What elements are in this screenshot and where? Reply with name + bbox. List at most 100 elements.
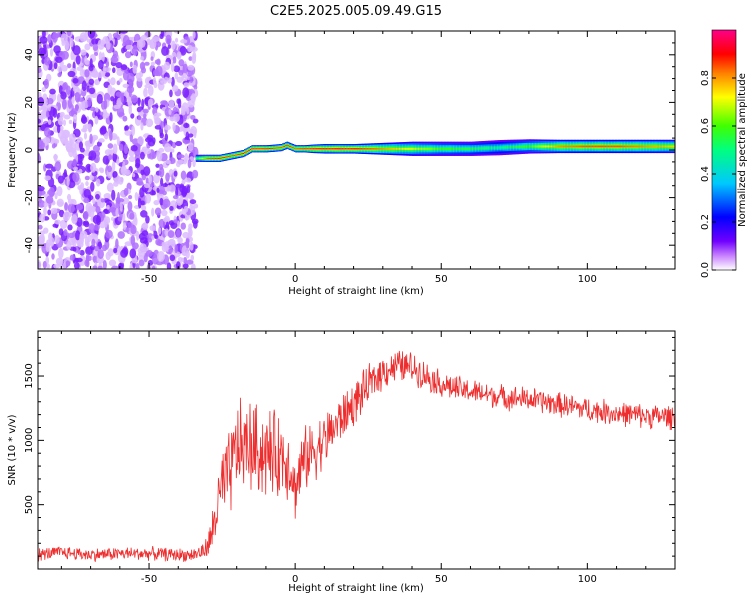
noise-speck — [53, 153, 58, 162]
noise-speck — [96, 256, 105, 264]
ridge-segment — [647, 145, 650, 148]
ridge-segment — [574, 145, 577, 148]
noise-speck — [185, 250, 190, 259]
noise-speck — [93, 223, 100, 231]
ridge-segment — [596, 145, 598, 148]
noise-speck — [187, 133, 194, 138]
noise-speck — [166, 262, 172, 269]
noise-speck — [180, 222, 187, 230]
noise-speck — [102, 259, 107, 269]
noise-speck — [77, 185, 81, 190]
noise-speck — [104, 149, 113, 156]
ridge-segment — [593, 145, 596, 148]
ridge-segment — [496, 146, 499, 149]
noise-speck — [113, 247, 118, 254]
spectrogram-ytick-label: -40 — [24, 237, 35, 253]
ridge-segment — [239, 153, 242, 155]
ridge-segment — [515, 145, 518, 148]
ridge-segment — [471, 147, 474, 150]
ridge-segment — [439, 147, 442, 150]
ridge-segment — [666, 145, 669, 148]
noise-speck — [165, 159, 171, 164]
ridge-segment — [616, 145, 619, 148]
ridge-segment — [587, 145, 590, 148]
ridge-segment — [468, 147, 471, 150]
noise-speck — [64, 201, 68, 211]
ridge-segment — [388, 147, 391, 150]
ridge-segment — [406, 147, 409, 150]
noise-speck — [69, 133, 76, 144]
ridge-segment — [403, 147, 406, 150]
ridge-segment — [362, 148, 365, 150]
noise-speck — [89, 106, 96, 112]
noise-speck — [181, 257, 185, 263]
ridge-segment — [498, 146, 501, 149]
ridge-segment — [656, 145, 658, 148]
noise-speck — [167, 77, 173, 84]
ridge-segment — [290, 146, 293, 148]
noise-speck — [85, 246, 93, 256]
noise-speck — [138, 38, 146, 49]
noise-speck — [103, 99, 108, 110]
noise-speck — [68, 119, 73, 125]
noise-speck — [182, 63, 188, 74]
noise-speck — [38, 234, 45, 245]
ridge-segment — [429, 147, 432, 150]
noise-speck — [39, 36, 48, 44]
ridge-segment — [284, 145, 287, 147]
noise-speck — [137, 115, 142, 121]
noise-speck — [63, 114, 71, 120]
noise-speck — [109, 112, 113, 123]
ridge-segment — [657, 145, 660, 148]
ridge-segment — [398, 147, 401, 150]
noise-speck — [165, 34, 172, 45]
noise-speck — [130, 224, 137, 235]
noise-speck — [96, 215, 101, 226]
ridge-segment — [365, 148, 368, 150]
noise-speck — [156, 151, 163, 162]
ridge-segment — [341, 148, 344, 150]
noise-speck — [168, 109, 172, 116]
noise-speck — [139, 187, 145, 198]
noise-speck — [107, 84, 113, 95]
noise-speck — [80, 182, 85, 190]
ridge-segment — [597, 145, 600, 148]
noise-speck — [53, 62, 58, 70]
ridge-segment — [264, 148, 267, 150]
ridge-segment — [321, 148, 324, 150]
ridge-segment — [229, 155, 232, 157]
noise-speck — [44, 175, 51, 181]
noise-speck — [140, 200, 145, 206]
ridge-segment — [374, 148, 376, 150]
ridge-segment — [337, 148, 340, 150]
ridge-segment — [536, 145, 539, 148]
ridge-segment — [432, 147, 435, 150]
ridge-segment — [454, 147, 457, 150]
ridge-segment — [511, 146, 514, 149]
noise-speck — [73, 166, 78, 171]
noise-speck — [67, 70, 76, 78]
ridge-segment — [631, 145, 634, 148]
noise-speck — [81, 80, 87, 92]
ridge-segment — [258, 148, 261, 150]
ridge-segment — [487, 147, 490, 150]
ridge-segment — [217, 157, 220, 159]
noise-speck — [135, 263, 140, 269]
ridge-segment — [333, 148, 335, 150]
noise-speck — [75, 203, 84, 211]
spectrogram-xtick-label: 0 — [292, 274, 298, 285]
spectrogram-ytick-label: -20 — [24, 189, 35, 205]
noise-speck — [127, 201, 133, 212]
noise-speck — [38, 224, 43, 230]
noise-speck — [166, 186, 171, 192]
noise-speck — [161, 46, 169, 57]
noise-speck — [72, 78, 79, 84]
noise-speck — [80, 128, 88, 133]
noise-speck — [177, 236, 183, 244]
noise-speck — [85, 140, 91, 151]
noise-speck — [75, 104, 79, 112]
noise-speck — [79, 32, 88, 42]
noise-speck — [173, 170, 178, 177]
spectrogram-ylabel: Frequency (Hz) — [7, 112, 18, 188]
noise-speck — [102, 65, 106, 76]
